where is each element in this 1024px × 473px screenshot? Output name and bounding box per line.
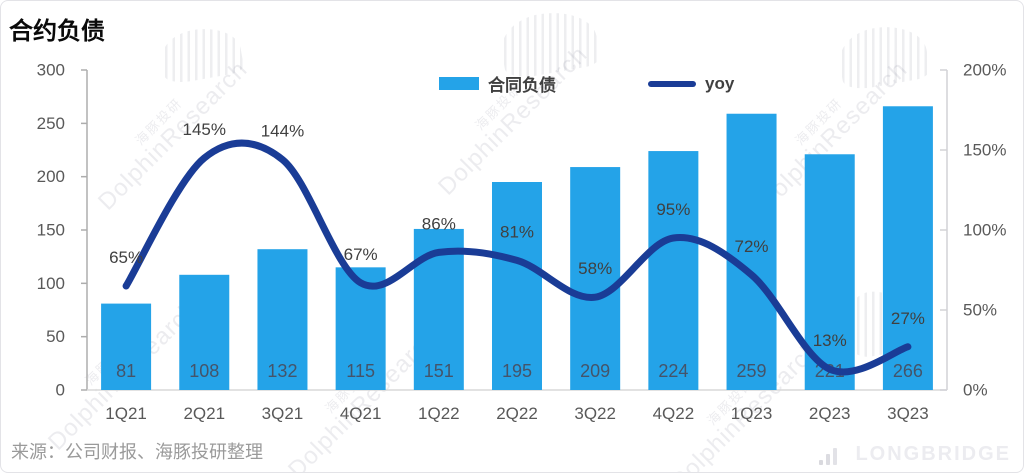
right-axis-label: 50% <box>963 301 997 320</box>
bar-value-label: 259 <box>737 361 767 381</box>
x-axis-label: 1Q22 <box>418 404 460 423</box>
yoy-value-label: 145% <box>183 120 226 139</box>
source-note: 来源：公司财报、海豚投研整理 <box>11 442 263 462</box>
yoy-value-label: 95% <box>656 200 690 219</box>
yoy-value-label: 81% <box>500 222 534 241</box>
bar <box>101 303 152 390</box>
left-axis-label: 100 <box>37 274 65 293</box>
chart-legend: 合同负债 yoy <box>439 71 734 96</box>
yoy-value-label: 58% <box>578 259 612 278</box>
bar-value-label: 209 <box>580 361 610 381</box>
bar <box>726 113 777 390</box>
legend-label-yoy: yoy <box>705 73 735 93</box>
page-title: 合约负债 <box>9 18 105 45</box>
right-axis-label: 150% <box>963 141 1006 160</box>
bar-value-label: 81 <box>116 361 136 381</box>
left-axis-label: 200 <box>37 167 65 186</box>
longbridge-bars-icon <box>819 447 838 465</box>
legend-item-yoy: yoy <box>648 74 734 94</box>
yoy-value-label: 67% <box>344 245 378 264</box>
x-axis-label: 2Q21 <box>183 404 225 423</box>
bar-value-label: 195 <box>502 361 532 381</box>
line-swatch-icon <box>648 80 696 87</box>
yoy-value-label: 144% <box>261 122 304 141</box>
right-axis-label: 100% <box>963 221 1006 240</box>
x-axis-label: 2Q23 <box>809 404 851 423</box>
yoy-value-label: 86% <box>422 214 456 233</box>
legend-label-bar: 合同负债 <box>488 76 556 95</box>
yoy-value-label: 27% <box>891 309 925 328</box>
x-axis-label: 4Q22 <box>653 404 695 423</box>
right-axis-label: 200% <box>963 61 1006 80</box>
x-axis-label: 4Q21 <box>340 404 382 423</box>
left-axis-label: 250 <box>37 114 65 133</box>
yoy-value-label: 13% <box>813 331 847 350</box>
right-axis-label: 0% <box>963 381 988 400</box>
longbridge-logo-text: LONGBRIDGE <box>855 443 1011 465</box>
bar <box>570 167 621 390</box>
bar-value-label: 115 <box>346 361 375 381</box>
longbridge-logo: LONGBRIDGE <box>819 443 1011 466</box>
x-axis-label: 2Q22 <box>496 404 538 423</box>
bar-value-label: 224 <box>658 361 688 381</box>
bar <box>882 106 933 391</box>
bar-value-label: 108 <box>189 361 219 381</box>
legend-item-contract-liability: 合同负债 <box>439 71 556 96</box>
bar <box>492 182 542 390</box>
left-axis-label: 0 <box>56 381 65 400</box>
bar <box>257 249 308 390</box>
yoy-line <box>122 139 912 376</box>
bar-value-label: 266 <box>893 361 923 381</box>
bar <box>648 151 699 390</box>
bar-value-label: 132 <box>267 361 297 381</box>
x-axis-label: 3Q23 <box>887 404 929 423</box>
yoy-value-label: 72% <box>735 237 769 256</box>
x-axis-label: 1Q23 <box>731 404 773 423</box>
bar <box>179 274 230 390</box>
bar-value-label: 151 <box>424 361 454 381</box>
left-axis-label: 300 <box>37 61 65 80</box>
x-axis-label: 3Q21 <box>262 404 304 423</box>
x-axis-label: 1Q21 <box>105 404 147 423</box>
left-axis-label: 150 <box>37 221 65 240</box>
bar-swatch-icon <box>439 77 479 90</box>
x-axis-label: 3Q22 <box>574 404 616 423</box>
left-axis-label: 50 <box>46 327 65 346</box>
yoy-value-label: 65% <box>109 248 143 267</box>
